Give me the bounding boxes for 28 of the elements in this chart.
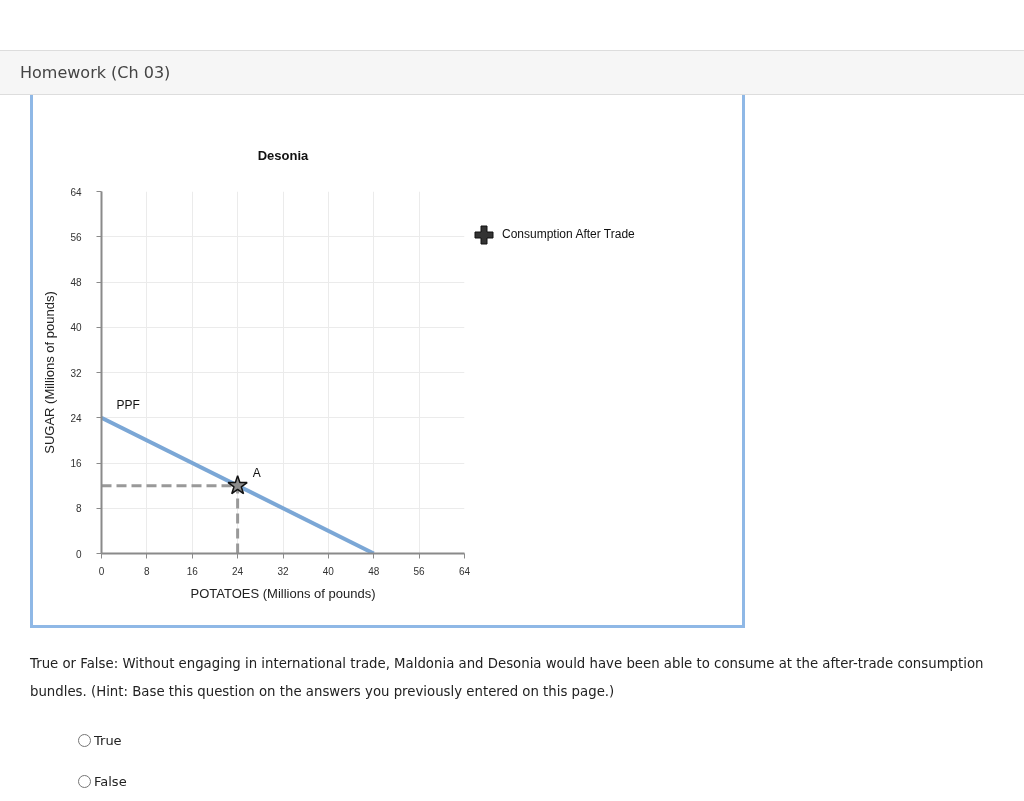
text: Homework (Ch 03)	[20, 62, 171, 84]
y-tick-label: 8	[75, 503, 82, 515]
x-axis-title: POTATOES (Millions of pounds)	[190, 585, 376, 601]
y-tick-label: 64	[70, 186, 82, 198]
x-tick-label: 40	[322, 565, 335, 577]
x-tick-label: 56	[413, 565, 426, 577]
chart-title: Desonia	[257, 147, 310, 163]
x-tick-label: 48	[368, 565, 380, 577]
x-tick-label: 32	[277, 565, 289, 577]
text: True or False: Without engaging in international trade, Maldonia and Desonia would have been able to consume at the after-trade consumption bundles. (Hint: Base this question on the answers you previously entered on this page.)	[30, 655, 985, 701]
y-tick-label: 16	[70, 458, 82, 469]
y-tick-label: 56	[70, 231, 82, 243]
y-axis-title: SUGAR (Millions of pounds)	[42, 291, 58, 454]
x-tick-label: 24	[232, 565, 244, 577]
text: True	[94, 733, 122, 748]
x-tick-label: 64	[458, 565, 471, 577]
x-tick-label: 8	[144, 565, 151, 577]
series-label: A	[252, 465, 261, 480]
series-label: PPF	[116, 397, 140, 412]
x-tick-label: 0	[98, 565, 105, 577]
y-tick-label: 24	[70, 412, 82, 424]
y-tick-label: 48	[70, 277, 82, 288]
y-tick-label: 0	[75, 548, 82, 560]
x-tick-label: 16	[186, 565, 199, 577]
text: False	[94, 773, 127, 789]
legend-label: Consumption After Trade	[502, 226, 635, 244]
y-tick-label: 40	[70, 322, 82, 334]
y-tick-label: 32	[70, 367, 82, 379]
